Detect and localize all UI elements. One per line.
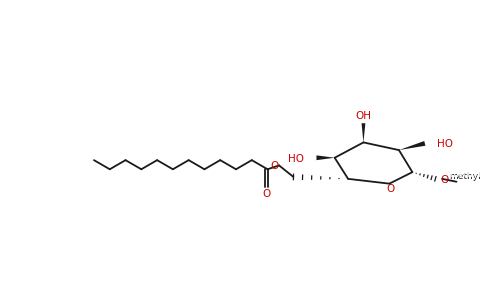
Polygon shape (362, 123, 365, 142)
Text: methyl: methyl (449, 172, 481, 181)
Text: O: O (440, 175, 448, 185)
Text: HO: HO (437, 139, 453, 149)
Text: O: O (386, 185, 394, 194)
Text: OH: OH (355, 111, 372, 121)
Text: HO: HO (288, 154, 304, 164)
Text: O: O (270, 161, 279, 171)
Polygon shape (317, 155, 335, 160)
Text: methyl: methyl (449, 170, 481, 179)
Text: O: O (263, 189, 271, 199)
Polygon shape (399, 141, 426, 150)
